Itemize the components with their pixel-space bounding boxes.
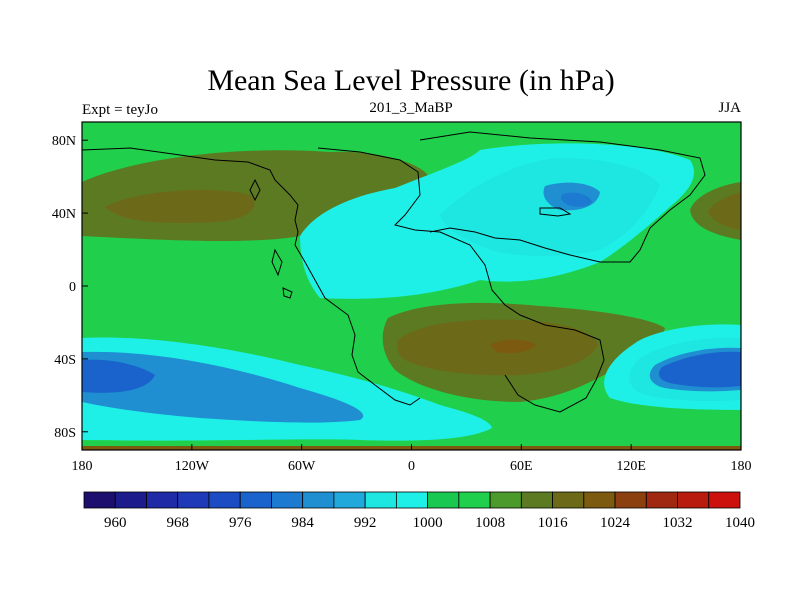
- field-north-atlantic-high-1016: [330, 151, 430, 192]
- field-asian-low-984: [561, 192, 592, 207]
- colorbar-swatch: [302, 491, 335, 509]
- colorbar-label: 976: [229, 515, 252, 531]
- colorbar-swatch: [114, 491, 147, 509]
- colorbar-swatch: [364, 491, 397, 509]
- coastlines: [82, 131, 706, 413]
- colorbar-swatch: [645, 491, 678, 509]
- colorbar-swatch: [83, 491, 116, 509]
- colorbar-swatch: [583, 491, 616, 509]
- colorbar-swatch: [177, 491, 210, 509]
- colorbar-swatch: [677, 491, 710, 509]
- x-tick-label: 120E: [616, 459, 646, 474]
- y-tick-label: 0: [69, 280, 76, 295]
- colorbar-swatch: [333, 491, 366, 509]
- colorbar-swatch: [708, 491, 741, 509]
- coastline-africa-eurasia: [317, 147, 605, 413]
- field-southern-east-low-980: [658, 351, 741, 388]
- colorbar: 960 968 976 984 992 1000 1008 1016 1024 1032 1040: [83, 491, 755, 531]
- y-axis: 80N 40N 0 40S 80S: [52, 134, 88, 441]
- x-tick-label: 180: [731, 459, 752, 474]
- colorbar-label: 1032: [663, 515, 693, 531]
- colorbar-swatch: [489, 491, 522, 509]
- colorbar-swatch: [395, 491, 429, 509]
- subtitle-center: 201_3_MaBP: [369, 100, 452, 116]
- pressure-field: [82, 122, 741, 450]
- y-tick-label: 80N: [52, 134, 76, 149]
- colorbar-swatch: [208, 491, 241, 509]
- chart-title: Mean Sea Level Pressure (in hPa): [207, 64, 614, 97]
- colorbar-label: 1040: [725, 515, 755, 531]
- field-north-pacific-high-1020: [105, 189, 255, 224]
- colorbar-swatch: [239, 491, 272, 509]
- y-tick-label: 40S: [54, 353, 76, 368]
- field-southern-ocean-low-980: [82, 359, 155, 393]
- colorbar-label: 1000: [413, 515, 443, 531]
- colorbar-label: 984: [291, 515, 314, 531]
- colorbar-label: 968: [166, 515, 189, 531]
- colorbar-swatch: [520, 491, 553, 509]
- colorbar-label: 960: [104, 515, 127, 531]
- x-tick-label: 120W: [175, 459, 210, 474]
- x-tick-label: 0: [408, 459, 415, 474]
- colorbar-swatch: [552, 491, 585, 509]
- colorbar-label: 992: [354, 515, 377, 531]
- field-east-edge-high-1020: [708, 192, 741, 230]
- subtitle-right: JJA: [718, 100, 741, 116]
- coastline-asia: [419, 131, 706, 263]
- x-tick-label: 180: [72, 459, 93, 474]
- colorbar-swatch: [146, 491, 179, 509]
- coastline-island-c: [282, 287, 293, 299]
- field-southern-ocean-low-988: [82, 351, 364, 423]
- colorbar-label: 1024: [600, 515, 631, 531]
- field-southern-high-1024: [490, 339, 536, 354]
- x-tick-label: 60W: [288, 459, 316, 474]
- y-tick-label: 40N: [52, 207, 76, 222]
- x-tick-label: 60E: [510, 459, 533, 474]
- colorbar-label: 1008: [475, 515, 505, 531]
- colorbar-swatch: [614, 491, 647, 509]
- colorbar-swatch: [458, 491, 491, 509]
- coastline-americas: [82, 147, 421, 406]
- y-tick-label: 80S: [54, 426, 76, 441]
- subtitle-left: Expt = teyJo: [82, 102, 158, 118]
- colorbar-swatch: [427, 491, 460, 509]
- x-axis: 180 120W 60W 0 60E 120E 180: [72, 444, 752, 474]
- coastline-island-a: [539, 207, 572, 217]
- colorbar-label: 1016: [538, 515, 569, 531]
- coastline-island-d: [249, 178, 261, 202]
- coastline-island-b: [271, 248, 283, 277]
- field-asian-low-996: [440, 158, 660, 256]
- colorbar-swatch: [271, 491, 304, 509]
